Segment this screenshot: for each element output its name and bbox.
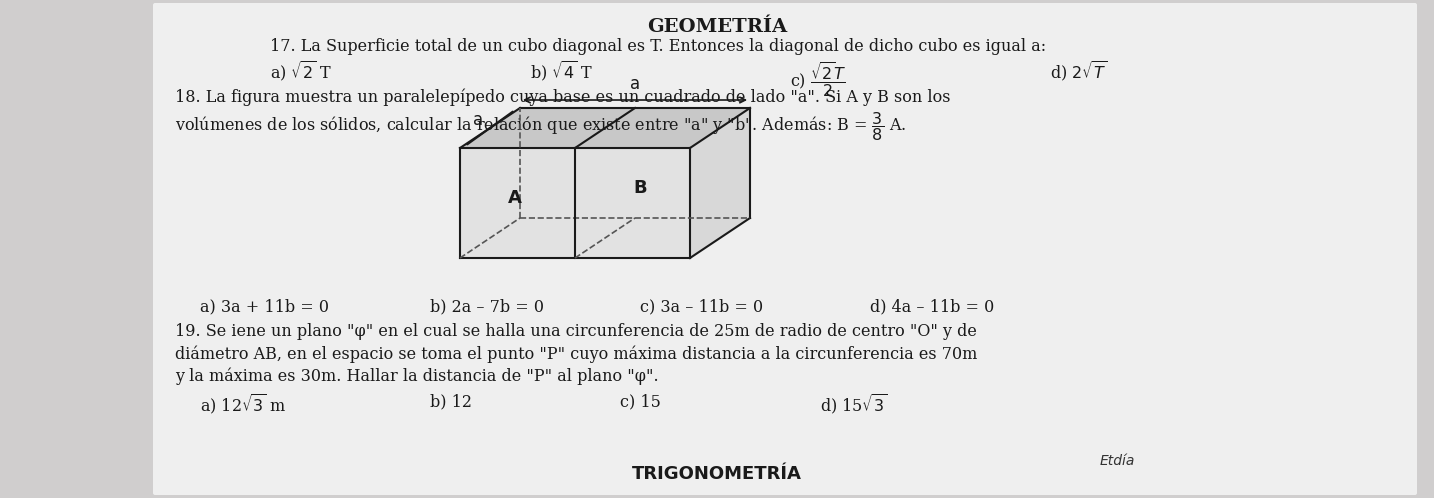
Text: GEOMETRÍA: GEOMETRÍA	[647, 18, 787, 36]
Text: a) $\sqrt{2}$ T: a) $\sqrt{2}$ T	[270, 60, 333, 84]
FancyBboxPatch shape	[153, 3, 1417, 495]
Text: c) $\dfrac{\sqrt{2}T}{2}$: c) $\dfrac{\sqrt{2}T}{2}$	[790, 60, 847, 99]
Text: d) $2\sqrt{T}$: d) $2\sqrt{T}$	[1050, 60, 1107, 84]
Polygon shape	[690, 108, 750, 258]
Text: B: B	[634, 179, 647, 197]
Text: 19. Se iene un plano "φ" en el cual se halla una circunferencia de 25m de radio : 19. Se iene un plano "φ" en el cual se h…	[175, 323, 977, 340]
Text: 17. La Superficie total de un cubo diagonal es T. Entonces la diagonal de dicho : 17. La Superficie total de un cubo diago…	[270, 38, 1047, 55]
Text: b) $\sqrt{4}$ T: b) $\sqrt{4}$ T	[531, 60, 592, 84]
Text: c) 15: c) 15	[619, 393, 661, 410]
Text: a: a	[630, 75, 640, 93]
Text: y la máxima es 30m. Hallar la distancia de "P" al plano "φ".: y la máxima es 30m. Hallar la distancia …	[175, 367, 658, 384]
Text: a) 12$\sqrt{3}$ m: a) 12$\sqrt{3}$ m	[199, 393, 287, 417]
Text: b) 2a – 7b = 0: b) 2a – 7b = 0	[430, 298, 543, 315]
Text: c) 3a – 11b = 0: c) 3a – 11b = 0	[640, 298, 763, 315]
Text: A: A	[508, 189, 522, 207]
Polygon shape	[460, 108, 750, 148]
Text: d) 4a – 11b = 0: d) 4a – 11b = 0	[870, 298, 994, 315]
Text: a) 3a + 11b = 0: a) 3a + 11b = 0	[199, 298, 328, 315]
Text: b) 12: b) 12	[430, 393, 472, 410]
Text: Etdía: Etdía	[1100, 454, 1136, 468]
Text: diámetro AB, en el espacio se toma el punto "P" cuyo máxima distancia a la circu: diámetro AB, en el espacio se toma el pu…	[175, 345, 978, 363]
Text: volúmenes de los sólidos, calcular la relación que existe entre "a" y "b". Ademá: volúmenes de los sólidos, calcular la re…	[175, 110, 906, 143]
Text: d) 15$\sqrt{3}$: d) 15$\sqrt{3}$	[820, 393, 888, 417]
Text: TRIGONOMETRÍA: TRIGONOMETRÍA	[632, 465, 802, 483]
Text: 18. La figura muestra un paralelepípedo cuya base es un cuadrado de lado "a". Si: 18. La figura muestra un paralelepípedo …	[175, 88, 951, 106]
Text: a: a	[473, 111, 483, 129]
Polygon shape	[460, 148, 690, 258]
